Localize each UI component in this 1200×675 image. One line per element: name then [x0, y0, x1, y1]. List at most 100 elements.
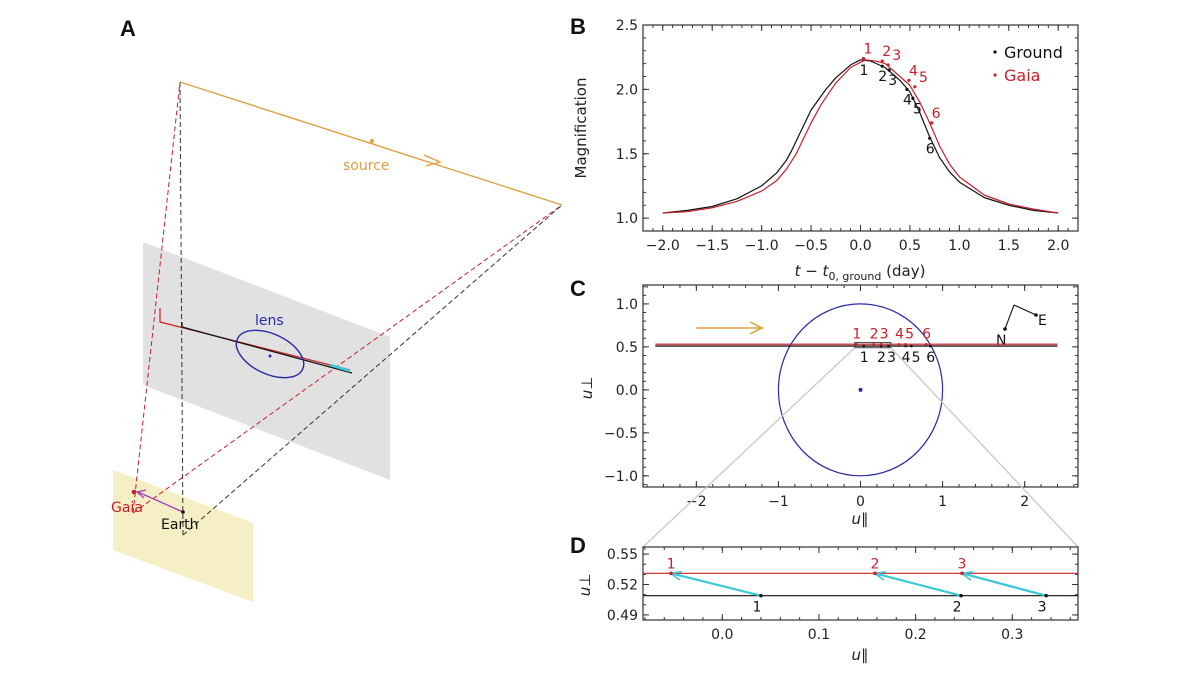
- d-point-label: 3: [958, 556, 967, 572]
- b-point-gaia: [880, 59, 884, 63]
- d-y-tick-label: 0.52: [607, 578, 638, 594]
- c-zoom-box: [854, 342, 892, 349]
- b-x-tick-label: −1.5: [695, 238, 729, 254]
- b-point-label: 6: [926, 141, 935, 157]
- b-x-tick-label: −2.0: [646, 238, 680, 254]
- b-point-label: 4: [909, 63, 918, 79]
- b-y-tick-label: 1.0: [616, 211, 638, 227]
- b-x-tick-label: 1.0: [948, 238, 970, 254]
- d-point-gaia: [873, 571, 877, 576]
- source-label: source: [343, 158, 390, 174]
- c-point-ground: [887, 344, 890, 348]
- c-xlabel: u∥: [851, 510, 868, 528]
- c-point-label: 1: [860, 350, 869, 366]
- c-point-ground: [862, 344, 866, 348]
- observer-plane: [113, 470, 253, 602]
- panel-label-a: A: [120, 16, 136, 41]
- b-point-ground: [887, 68, 891, 72]
- ground-projected-trajectory: [181, 322, 353, 374]
- b-x-tick-label: 0.5: [899, 238, 921, 254]
- d-y-tick-label: 0.49: [607, 608, 638, 624]
- lens-label: lens: [255, 313, 284, 329]
- c-y-tick-label: 0.0: [616, 383, 638, 399]
- b-xlabel-sub: 0, ground: [828, 270, 881, 283]
- b-xlabel-unit: (day): [881, 262, 925, 280]
- b-point-label: 5: [913, 101, 922, 117]
- c-point-label: 1: [852, 326, 861, 342]
- gaia-label: Gaia: [111, 500, 143, 516]
- panel-label-c: C: [570, 276, 586, 301]
- b-x-tick-label: −0.5: [794, 238, 828, 254]
- c-point-ground: [928, 344, 932, 348]
- c-compass-north: [1004, 304, 1015, 330]
- earth-sightline-2: [182, 204, 563, 536]
- d-point-label: 3: [1038, 600, 1047, 616]
- c-lens-dot: [858, 387, 863, 392]
- c-compass-east-head-icon: [1034, 313, 1038, 317]
- lens-dot: [268, 354, 272, 358]
- zoom-connector-right: [890, 347, 1079, 548]
- b-point-gaia: [907, 78, 911, 82]
- d-point-label: 1: [667, 556, 676, 572]
- c-point-label: 3: [880, 326, 889, 342]
- d-parallax-arrow: [670, 572, 762, 597]
- compass-east-label: E: [1038, 313, 1047, 329]
- b-curve-gaia: [662, 59, 1059, 214]
- parallax-arrows: [329, 363, 351, 373]
- b-point-label: 2: [882, 44, 891, 60]
- earth-dot: [181, 510, 185, 514]
- d-parallax-arrow: [961, 572, 1047, 597]
- panel-label-b: B: [570, 14, 586, 39]
- d-parallax-arrow: [874, 572, 962, 597]
- geometry-diagram: source lens Gaia Earth: [111, 81, 563, 602]
- d-y-tick-label: 0.55: [607, 547, 638, 563]
- earth-to-gaia-arrow: [137, 491, 184, 513]
- legend-b: Ground Gaia: [993, 43, 1063, 85]
- d-point-ground: [1044, 593, 1048, 598]
- c-point-label: 2: [870, 326, 879, 342]
- source-arrow-icon: [423, 154, 442, 167]
- c-point-label: 5: [905, 326, 914, 342]
- source-dot: [370, 139, 374, 143]
- c-point-gaia: [855, 343, 858, 346]
- gaia-projected-trajectory: [159, 308, 351, 371]
- c-point-gaia: [904, 343, 907, 346]
- earth-label: Earth: [161, 517, 199, 533]
- b-point-gaia: [886, 63, 890, 67]
- b-xlabel-var: t − t: [795, 262, 830, 280]
- einstein-ring: [235, 329, 305, 379]
- d-x-tick-label: 0.2: [904, 627, 926, 643]
- d-frame: [642, 546, 1079, 621]
- d-x-tick-label: 0.1: [808, 627, 830, 643]
- c-x-tick-label: 0: [856, 494, 865, 510]
- c-point-label: 4: [895, 326, 904, 342]
- b-point-ground: [905, 87, 909, 91]
- b-point-label: 3: [888, 73, 897, 89]
- b-axes: −2.0 −1.5 −1.0 −0.5 0.0 0.5 1.0 1.5 2.0 1.0 1.5 2.0…: [616, 18, 1079, 254]
- c-x-tick-label: 1: [938, 494, 947, 510]
- legend-marker-gaia: [993, 73, 997, 77]
- c-point-label: 4: [902, 350, 911, 366]
- b-xlabel: t − t0, ground (day): [795, 262, 926, 283]
- b-point-label: 6: [932, 106, 941, 122]
- c-y-tick-label: 0.5: [616, 340, 638, 356]
- c-compass-east: [1013, 304, 1037, 316]
- c-ylabel: u⊥: [578, 377, 596, 400]
- d-point-gaia: [669, 571, 673, 576]
- b-y-tick-label: 2.0: [616, 82, 638, 98]
- b-point-gaia: [861, 56, 866, 61]
- gaia-dot: [131, 489, 137, 495]
- c-einstein-ring: [777, 303, 944, 477]
- b-y-tick-label: 2.5: [616, 18, 638, 34]
- b-x-tick-label: −1.0: [745, 238, 779, 254]
- d-point-label: 2: [871, 556, 880, 572]
- panel-label-d: D: [570, 533, 586, 558]
- arrowhead-icon: [135, 489, 147, 499]
- legend-marker-ground: [993, 50, 997, 54]
- gaia-sightline-1: [132, 81, 181, 514]
- d-point-label: 2: [953, 600, 962, 616]
- c-x-tick-label: −1: [768, 494, 789, 510]
- c-point-gaia: [897, 343, 901, 346]
- b-x-tick-label: 0.0: [849, 238, 871, 254]
